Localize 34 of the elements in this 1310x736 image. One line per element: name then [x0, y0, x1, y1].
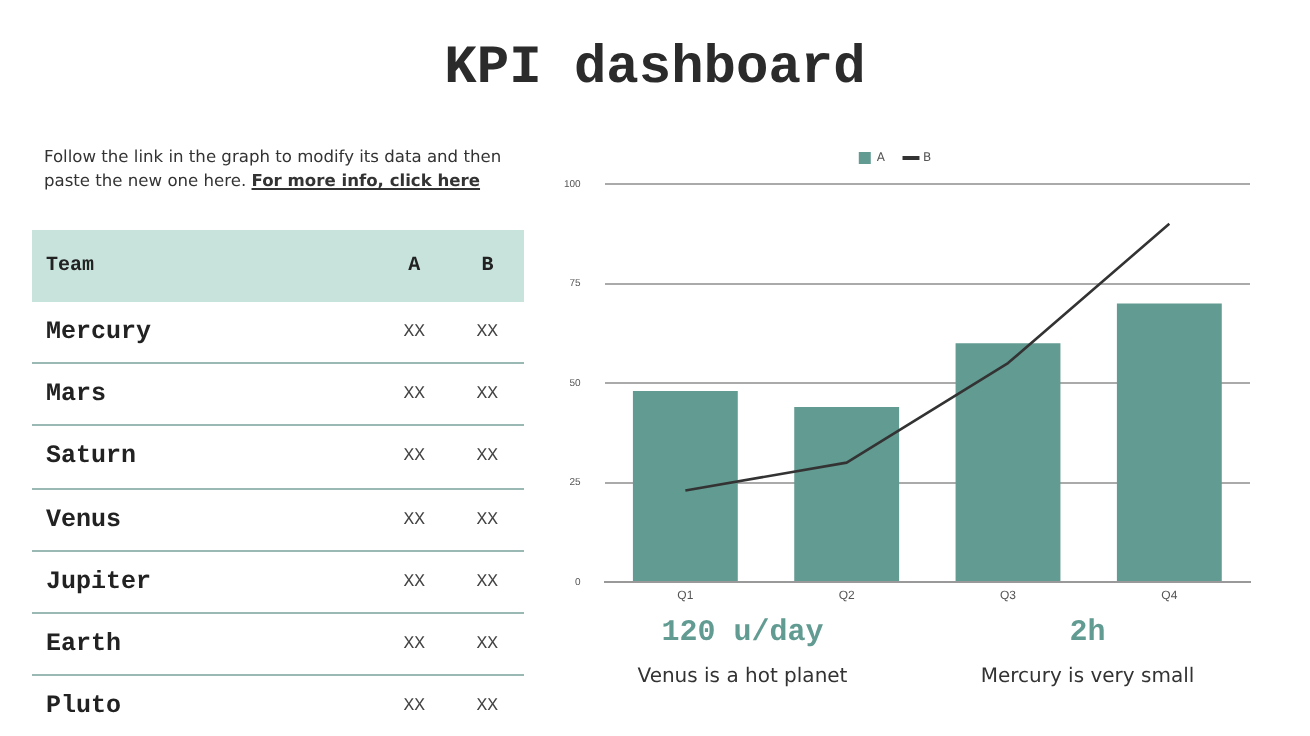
text: Mercury — [32, 302, 378, 364]
bar — [794, 406, 900, 581]
text: XX — [450, 425, 524, 489]
text: XX — [377, 302, 451, 364]
text: Jupiter — [32, 550, 378, 613]
text: XX — [450, 675, 524, 736]
text: XX — [377, 612, 451, 676]
bar — [632, 390, 738, 581]
bar — [955, 343, 1061, 581]
text: XX — [450, 363, 524, 426]
text: XX — [377, 363, 451, 426]
text: XX — [450, 550, 524, 613]
text: Mars — [32, 363, 378, 426]
bar — [1116, 303, 1222, 581]
text: For more info, click here — [251, 170, 481, 190]
text: Venus is a hot planet — [635, 666, 850, 688]
text: XX — [377, 488, 451, 551]
text: XX — [377, 550, 451, 613]
text: Pluto — [32, 675, 378, 736]
text: 120 u/day — [659, 616, 826, 650]
text: XX — [450, 612, 524, 676]
text: XX — [377, 675, 451, 736]
text: XX — [450, 302, 524, 364]
text: 2h — [1067, 616, 1108, 650]
text: XX — [450, 488, 524, 551]
text: XX — [377, 425, 451, 489]
text: Venus — [32, 488, 378, 551]
text: Earth — [32, 612, 378, 676]
text: Team — [32, 230, 378, 302]
text: A — [377, 230, 451, 302]
text: KPI dashboard — [442, 40, 868, 100]
text: Saturn — [32, 425, 378, 489]
text: B — [450, 230, 524, 302]
text: Mercury is very small — [978, 666, 1197, 688]
